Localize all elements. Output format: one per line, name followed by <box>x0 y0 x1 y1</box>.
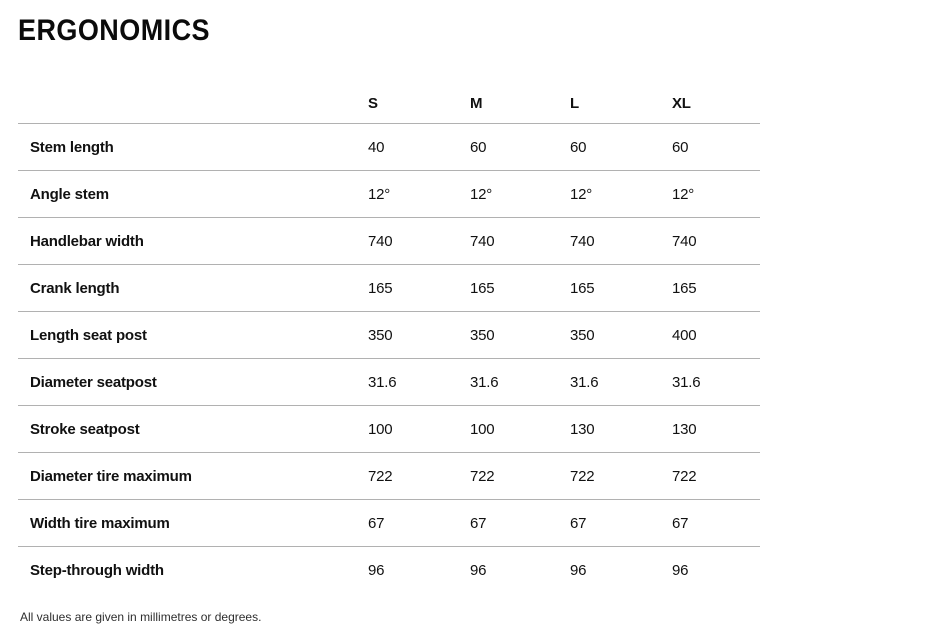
row-label: Diameter seatpost <box>18 358 368 406</box>
table-row: Length seat post 350 350 350 400 <box>18 311 760 359</box>
cell-value: 722 <box>470 452 570 500</box>
table-row: Stem length 40 60 60 60 <box>18 123 760 171</box>
cell-value: 100 <box>470 405 570 453</box>
table-row: Crank length 165 165 165 165 <box>18 264 760 312</box>
row-label: Width tire maximum <box>18 499 368 547</box>
cell-value: 130 <box>672 405 760 453</box>
cell-value: 60 <box>470 123 570 171</box>
cell-value: 740 <box>672 217 760 265</box>
table-row: Diameter seatpost 31.6 31.6 31.6 31.6 <box>18 358 760 406</box>
cell-value: 350 <box>368 311 470 359</box>
cell-value: 96 <box>470 561 487 579</box>
cell-value: 722 <box>368 452 470 500</box>
column-header-m: M <box>470 84 570 124</box>
column-header-s: S <box>368 84 470 124</box>
cell-value: 12° <box>470 170 570 218</box>
row-label: Step-through width <box>30 561 164 579</box>
cell-value: 67 <box>570 499 672 547</box>
cell-value: 67 <box>672 499 760 547</box>
units-footnote: All values are given in millimetres or d… <box>20 610 262 624</box>
cell-value: 67 <box>470 499 570 547</box>
column-header-l: L <box>570 84 672 124</box>
table-row: Stroke seatpost 100 100 130 130 <box>18 405 760 453</box>
cell-value: 165 <box>570 264 672 312</box>
cell-value: 31.6 <box>672 358 760 406</box>
cell-value: 67 <box>368 499 470 547</box>
cell-value: 740 <box>570 217 672 265</box>
cell-value: 40 <box>368 123 470 171</box>
cell-value: 130 <box>570 405 672 453</box>
cell-value: 12° <box>570 170 672 218</box>
cell-value: 31.6 <box>570 358 672 406</box>
cell-value: 165 <box>470 264 570 312</box>
cell-value: 100 <box>368 405 470 453</box>
cell-value: 165 <box>368 264 470 312</box>
column-header-xl: XL <box>672 84 760 124</box>
cell-value: 400 <box>672 311 760 359</box>
row-label: Length seat post <box>18 311 368 359</box>
row-label: Stroke seatpost <box>18 405 368 453</box>
cell-value: 350 <box>570 311 672 359</box>
row-label: Stem length <box>18 123 368 171</box>
cell-value: 165 <box>672 264 760 312</box>
cell-value: 350 <box>470 311 570 359</box>
cell-value: 722 <box>672 452 760 500</box>
table-header: S M L XL <box>18 84 760 124</box>
cell-value: 96 <box>368 561 385 579</box>
table-row: Handlebar width 740 740 740 740 <box>18 217 760 265</box>
header-spacer <box>18 84 368 124</box>
cell-value: 60 <box>570 123 672 171</box>
cell-value: 96 <box>570 561 587 579</box>
cell-value: 12° <box>368 170 470 218</box>
cell-value: 60 <box>672 123 760 171</box>
table-row: Width tire maximum 67 67 67 67 <box>18 499 760 547</box>
cell-value: 31.6 <box>368 358 470 406</box>
cell-value: 740 <box>470 217 570 265</box>
header-row: S M L XL <box>18 84 760 124</box>
cell-value: 722 <box>570 452 672 500</box>
cell-value: 12° <box>672 170 760 218</box>
cell-value: 96 <box>672 561 689 579</box>
row-label: Handlebar width <box>18 217 368 265</box>
row-label: Crank length <box>18 264 368 312</box>
page-title: ERGONOMICS <box>18 14 211 47</box>
cell-value: 31.6 <box>470 358 570 406</box>
cell-value: 740 <box>368 217 470 265</box>
table-row: Diameter tire maximum 722 722 722 722 <box>18 452 760 500</box>
row-label: Diameter tire maximum <box>18 452 368 500</box>
row-label: Angle stem <box>18 170 368 218</box>
ergonomics-spec-table: S M L XL Stem length 40 60 60 60 Angle s… <box>18 84 760 593</box>
table-row: Angle stem 12° 12° 12° 12° <box>18 170 760 218</box>
table-body: Stem length 40 60 60 60 Angle stem 12° 1… <box>18 123 760 594</box>
table-row: Step-through width 96 96 96 96 <box>18 547 760 594</box>
